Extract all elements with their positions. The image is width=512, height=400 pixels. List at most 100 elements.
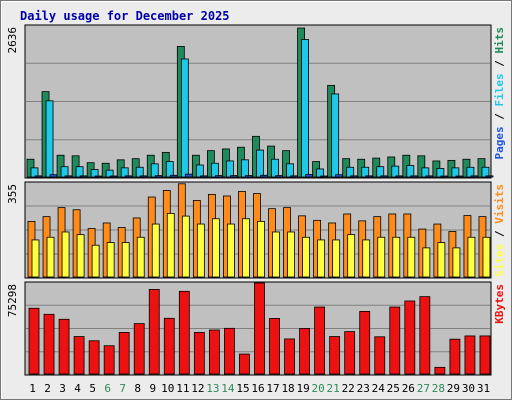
bar-kbytes-day-12 bbox=[193, 332, 205, 375]
bar-sites-day-8 bbox=[136, 236, 145, 278]
x-tick-label: 7 bbox=[119, 382, 126, 395]
bar-pages-day-24 bbox=[380, 175, 389, 178]
bar-sites-day-7 bbox=[121, 242, 130, 278]
x-tick-label: 22 bbox=[342, 382, 355, 395]
bar-files-day-25 bbox=[391, 165, 400, 178]
x-tick-label: 23 bbox=[357, 382, 370, 395]
bar-pages-day-23 bbox=[365, 175, 374, 178]
bar-sites-day-31 bbox=[482, 236, 491, 278]
bar-pages-day-28 bbox=[440, 175, 449, 178]
bar-files-day-31 bbox=[481, 166, 490, 178]
bar-kbytes-day-9 bbox=[148, 289, 160, 375]
x-tick-label: 21 bbox=[327, 382, 340, 395]
x-tick-label: 31 bbox=[477, 382, 490, 395]
x-tick-label: 19 bbox=[296, 382, 309, 395]
bar-kbytes-day-26 bbox=[404, 300, 416, 375]
bar-files-day-14 bbox=[226, 160, 234, 178]
bar-files-day-20 bbox=[316, 168, 325, 178]
legend-entry: Visits bbox=[493, 184, 506, 224]
bar-kbytes-day-20 bbox=[314, 306, 326, 375]
side-legend: Sites / Visits bbox=[493, 184, 506, 277]
bar-pages-day-17 bbox=[275, 175, 283, 178]
bar-files-day-22 bbox=[346, 166, 355, 178]
bar-pages-day-22 bbox=[350, 175, 359, 178]
legend-entry: Hits bbox=[493, 27, 506, 54]
bar-kbytes-day-13 bbox=[208, 329, 220, 375]
bar-pages-day-21 bbox=[335, 174, 344, 178]
bar-kbytes-day-10 bbox=[163, 317, 175, 375]
x-tick-label: 27 bbox=[417, 382, 430, 395]
bar-sites-day-21 bbox=[332, 239, 341, 278]
bar-sites-day-4 bbox=[76, 234, 85, 278]
bar-pages-day-20 bbox=[320, 175, 329, 178]
bar-sites-day-5 bbox=[91, 244, 100, 278]
bar-files-day-9 bbox=[150, 163, 159, 178]
legend-entry: Pages bbox=[493, 126, 506, 159]
y-axis-max-label: 75298 bbox=[6, 284, 19, 317]
bar-files-day-4 bbox=[75, 166, 84, 178]
panel-bottom: 75298 KBytes bbox=[6, 281, 506, 376]
bar-pages-day-26 bbox=[410, 175, 419, 178]
y-axis-max-label: 355 bbox=[6, 184, 19, 204]
bar-files-day-16 bbox=[256, 149, 264, 178]
bar-files-day-30 bbox=[466, 166, 475, 178]
bar-pages-day-29 bbox=[455, 175, 464, 178]
bar-files-day-23 bbox=[361, 166, 370, 178]
bar-kbytes-day-16 bbox=[254, 282, 265, 375]
bar-kbytes-day-4 bbox=[73, 336, 85, 375]
x-tick-label: 2 bbox=[44, 382, 51, 395]
x-tick-label: 6 bbox=[104, 382, 111, 395]
x-tick-label: 24 bbox=[372, 382, 386, 395]
bar-sites-day-19 bbox=[302, 236, 310, 278]
bar-kbytes-day-24 bbox=[374, 336, 386, 375]
bar-kbytes-day-22 bbox=[344, 331, 356, 375]
bar-kbytes-day-2 bbox=[43, 313, 55, 375]
bar-sites-day-24 bbox=[377, 236, 386, 278]
bar-sites-day-1 bbox=[31, 239, 40, 278]
x-tick-label: 17 bbox=[266, 382, 279, 395]
bar-pages-day-2 bbox=[49, 174, 58, 178]
x-tick-label: 5 bbox=[89, 382, 96, 395]
x-tick-label: 25 bbox=[387, 382, 400, 395]
bar-kbytes-day-21 bbox=[329, 336, 341, 375]
bar-sites-day-17 bbox=[272, 231, 280, 278]
bar-kbytes-day-27 bbox=[419, 296, 431, 375]
bar-hits-day-3 bbox=[56, 154, 65, 178]
bar-kbytes-day-3 bbox=[58, 318, 70, 375]
x-tick-label: 3 bbox=[59, 382, 66, 395]
bar-pages-day-27 bbox=[425, 175, 434, 178]
bar-pages-day-16 bbox=[260, 174, 268, 178]
x-tick-label: 26 bbox=[402, 382, 415, 395]
bar-sites-day-15 bbox=[242, 218, 250, 278]
bar-sites-day-9 bbox=[151, 223, 160, 278]
x-tick-label: 13 bbox=[206, 382, 219, 395]
bar-kbytes-day-11 bbox=[178, 290, 190, 375]
side-legend: Pages / Files / Hits bbox=[493, 27, 506, 160]
bar-pages-day-19 bbox=[305, 174, 313, 178]
x-tick-label: 30 bbox=[462, 382, 475, 395]
bar-pages-day-4 bbox=[79, 175, 88, 178]
bar-sites-day-10 bbox=[166, 213, 175, 278]
y-axis-max-label: 2636 bbox=[6, 27, 19, 54]
bar-kbytes-day-7 bbox=[118, 332, 130, 375]
bar-files-day-24 bbox=[376, 166, 385, 178]
bar-sites-day-3 bbox=[61, 231, 70, 278]
bar-files-day-28 bbox=[436, 168, 445, 178]
x-tick-label: 15 bbox=[236, 382, 249, 395]
bar-sites-day-29 bbox=[452, 247, 461, 278]
bar-sites-day-16 bbox=[257, 220, 265, 278]
bar-pages-day-3 bbox=[64, 175, 73, 178]
bar-pages-day-11 bbox=[184, 173, 193, 178]
bar-kbytes-day-31 bbox=[479, 335, 491, 375]
panel-top: 2636 Pages / Files / Hits bbox=[6, 24, 506, 179]
bar-pages-day-8 bbox=[139, 175, 148, 178]
bar-kbytes-day-14 bbox=[224, 327, 235, 375]
x-tick-label: 20 bbox=[312, 382, 325, 395]
bar-pages-day-10 bbox=[169, 174, 178, 178]
legend-separator: / bbox=[493, 224, 506, 244]
bar-kbytes-day-30 bbox=[464, 335, 476, 375]
bar-sites-day-28 bbox=[437, 242, 446, 278]
bar-pages-day-7 bbox=[124, 175, 133, 178]
panel-middle: 355 Sites / Visits bbox=[6, 181, 506, 279]
bar-kbytes-day-8 bbox=[133, 323, 145, 375]
